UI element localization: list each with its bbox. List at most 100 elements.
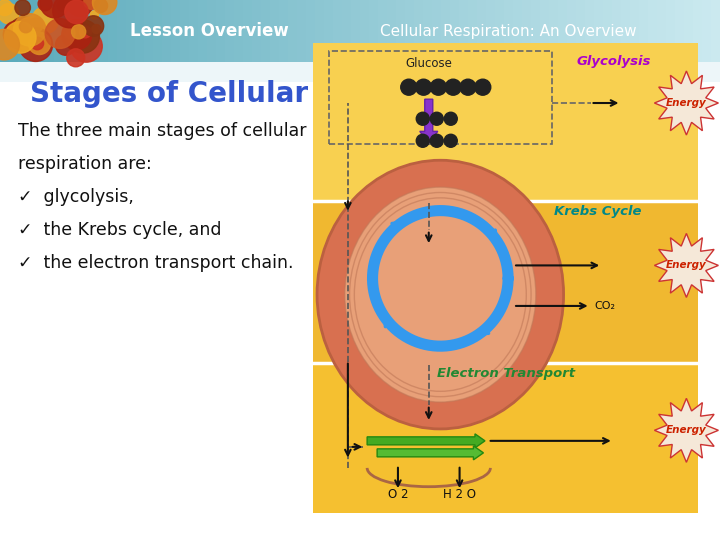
Circle shape [401,79,417,95]
Text: ✓  the electron transport chain.: ✓ the electron transport chain. [18,254,294,272]
Text: Electron Transport: Electron Transport [437,367,575,380]
Bar [261,0,271,62]
Bar [369,0,379,62]
Circle shape [0,4,19,24]
Bar [198,0,208,62]
Circle shape [38,0,52,11]
Bar [405,0,415,62]
Bar [270,0,280,62]
Bar [423,0,433,62]
Circle shape [62,20,91,50]
Text: Energy: Energy [666,260,707,271]
Bar [396,0,406,62]
Bar [324,0,334,62]
Bar [313,200,698,363]
Circle shape [15,0,30,16]
Bar [360,0,370,62]
Text: ✓  the Krebs cycle, and: ✓ the Krebs cycle, and [18,221,222,239]
Bar [459,0,469,62]
Circle shape [17,17,45,45]
Circle shape [84,0,99,9]
Bar [621,0,631,62]
Circle shape [415,79,431,95]
Bar [207,0,217,62]
Bar [657,0,667,62]
Circle shape [19,20,32,33]
Bar [313,43,698,513]
Circle shape [444,134,457,147]
Circle shape [31,37,44,50]
Circle shape [40,0,69,18]
Circle shape [92,0,117,15]
Bar [36,0,46,62]
Bar [378,0,388,62]
Bar [99,0,109,62]
Circle shape [66,0,94,16]
Bar [702,0,712,62]
Bar [27,0,37,62]
Circle shape [71,30,102,62]
Circle shape [416,112,429,125]
Text: H 2 O: H 2 O [443,488,476,501]
Text: Glucose: Glucose [405,57,452,70]
Bar [135,0,145,62]
Bar [540,0,550,62]
Circle shape [66,20,99,53]
Text: respiration are:: respiration are: [18,155,152,173]
Bar [279,0,289,62]
Text: Cellular Respiration: An Overview: Cellular Respiration: An Overview [380,24,636,38]
Circle shape [4,21,30,48]
Bar [328,51,552,144]
Text: CO₂: CO₂ [595,301,616,311]
Bar [288,0,298,62]
Circle shape [65,0,88,24]
Bar [567,0,577,62]
Bar [333,0,343,62]
Bar [630,0,640,62]
Bar [0,0,10,62]
Bar [9,0,19,62]
Bar [234,0,244,62]
Bar [315,0,325,62]
FancyArrow shape [367,434,485,448]
Polygon shape [654,71,719,135]
Bar [216,0,226,62]
Bar [576,0,586,62]
Bar [531,0,541,62]
Bar [693,0,703,62]
Circle shape [67,49,85,67]
Bar [666,0,676,62]
Bar [0,62,720,82]
Circle shape [45,18,75,49]
Circle shape [79,26,91,38]
Text: Glycolysis: Glycolysis [577,55,651,68]
Bar [306,0,316,62]
Bar [342,0,352,62]
Text: O 2: O 2 [387,488,408,501]
FancyArrow shape [377,446,483,460]
Circle shape [30,40,40,51]
Polygon shape [654,233,719,298]
Bar [684,0,694,62]
Bar [603,0,613,62]
Bar [513,0,523,62]
Circle shape [0,0,12,16]
Circle shape [53,0,87,28]
Circle shape [32,7,58,33]
Bar [477,0,487,62]
Text: Energy: Energy [666,98,707,108]
Circle shape [19,28,53,62]
Circle shape [474,79,491,95]
Circle shape [7,17,42,51]
Bar [243,0,253,62]
Circle shape [431,134,444,147]
Bar [108,0,118,62]
Bar [90,0,100,62]
Bar [585,0,595,62]
Circle shape [63,20,83,39]
Text: Stages of Cellular Respiration: Stages of Cellular Respiration [30,80,498,108]
Circle shape [416,134,429,147]
Text: Energy: Energy [666,426,707,435]
Bar [18,0,28,62]
Ellipse shape [317,160,564,429]
